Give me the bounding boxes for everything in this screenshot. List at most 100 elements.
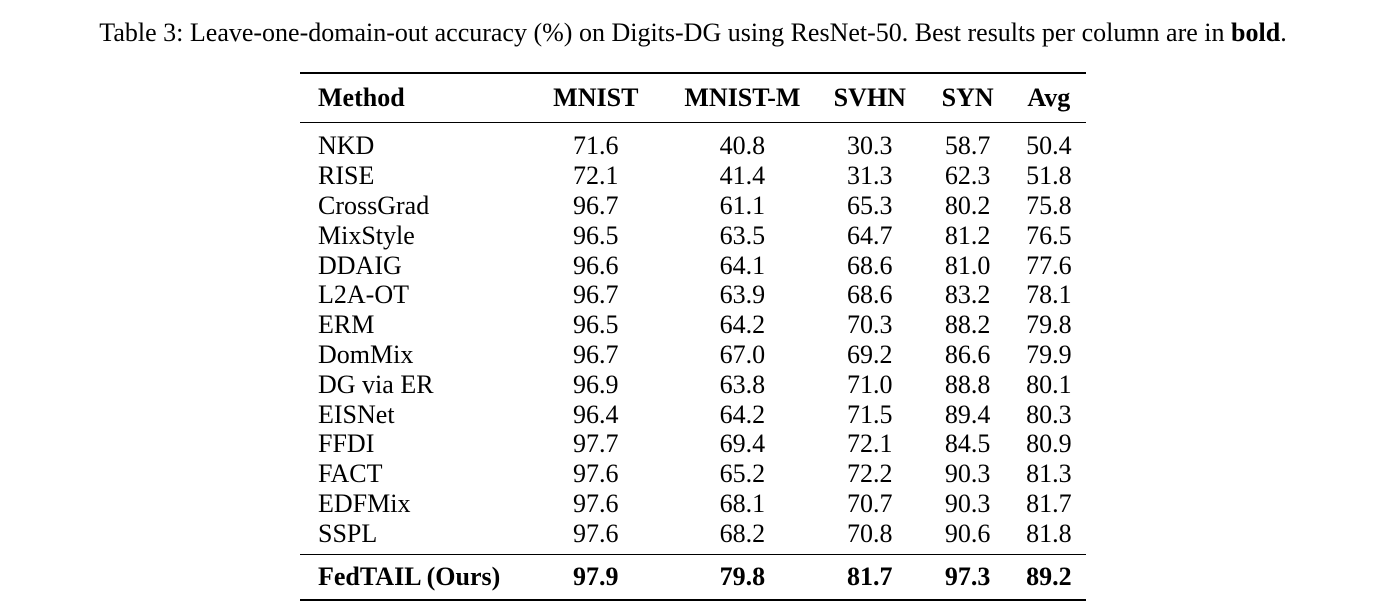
table-caption: Table 3: Leave-one-domain-out accuracy (… bbox=[0, 16, 1386, 50]
avg-cell: 78.1 bbox=[1026, 280, 1072, 310]
table-row: EDFMix 97.6 68.1 70.7 90.3 81.7 bbox=[300, 489, 1086, 519]
table-row: ERM 96.5 64.2 70.3 88.2 79.8 bbox=[300, 310, 1086, 340]
mnist-cell: 72.1 bbox=[573, 161, 619, 191]
svhn-cell: 68.6 bbox=[847, 280, 893, 310]
syn-cell: 81.2 bbox=[944, 220, 991, 250]
mnist-m-cell: 64.1 bbox=[719, 250, 766, 280]
mnist-m-cell: 63.5 bbox=[719, 220, 766, 250]
mnist-cell: 97.6 bbox=[573, 518, 619, 548]
ours-avg-cell: 89.2 bbox=[1026, 562, 1072, 592]
method-cell: DG via ER bbox=[318, 369, 434, 399]
method-cell: EISNet bbox=[318, 399, 395, 429]
syn-cell: 90.3 bbox=[944, 459, 991, 489]
syn-cell: 90.3 bbox=[944, 488, 991, 518]
caption-text: Table 3: Leave-one-domain-out accuracy (… bbox=[99, 18, 1232, 47]
avg-cell: 77.6 bbox=[1026, 250, 1072, 280]
caption-bold-word: bold bbox=[1231, 18, 1281, 47]
svhn-cell: 71.0 bbox=[847, 369, 893, 399]
avg-cell: 81.8 bbox=[1026, 518, 1072, 548]
mnist-m-cell: 69.4 bbox=[719, 429, 766, 459]
mnist-cell: 96.5 bbox=[573, 310, 619, 340]
table-row: FFDI 97.7 69.4 72.1 84.5 80.9 bbox=[300, 429, 1086, 459]
svhn-cell: 31.3 bbox=[847, 161, 893, 191]
table-row: EISNet 96.4 64.2 71.5 89.4 80.3 bbox=[300, 399, 1086, 429]
svhn-cell: 72.1 bbox=[847, 429, 893, 459]
ours-mnist-m-cell: 79.8 bbox=[719, 562, 766, 592]
syn-cell: 86.6 bbox=[944, 339, 991, 369]
avg-cell: 76.5 bbox=[1026, 220, 1072, 250]
method-cell: MixStyle bbox=[318, 220, 415, 250]
method-cell: L2A-OT bbox=[318, 280, 409, 310]
syn-cell: 84.5 bbox=[944, 429, 991, 459]
ours-row: FedTAIL (Ours) 97.9 79.8 81.7 97.3 89.2 bbox=[300, 554, 1086, 601]
mnist-cell: 97.7 bbox=[573, 429, 619, 459]
svhn-cell: 65.3 bbox=[847, 190, 893, 220]
syn-cell: 83.2 bbox=[944, 280, 991, 310]
avg-cell: 80.3 bbox=[1026, 399, 1072, 429]
method-cell: DDAIG bbox=[318, 250, 402, 280]
ours-method-cell: FedTAIL (Ours) bbox=[318, 562, 501, 592]
svhn-cell: 70.8 bbox=[847, 518, 893, 548]
svhn-cell: 64.7 bbox=[847, 220, 893, 250]
avg-cell: 75.8 bbox=[1026, 190, 1072, 220]
header-row: Method MNIST MNIST-M SVHN SYN Avg bbox=[300, 73, 1086, 123]
ours-mnist-cell: 97.9 bbox=[573, 562, 619, 592]
table-row: FACT 97.6 65.2 72.2 90.3 81.3 bbox=[300, 459, 1086, 489]
syn-cell: 89.4 bbox=[944, 399, 991, 429]
method-cell: RISE bbox=[318, 161, 375, 191]
avg-cell: 80.9 bbox=[1026, 429, 1072, 459]
syn-cell: 88.8 bbox=[944, 369, 991, 399]
svhn-cell: 71.5 bbox=[847, 399, 893, 429]
table-row: SSPL 97.6 68.2 70.8 90.6 81.8 bbox=[300, 518, 1086, 554]
mnist-cell: 96.5 bbox=[573, 220, 619, 250]
header-method: Method bbox=[318, 83, 405, 112]
method-cell: EDFMix bbox=[318, 488, 411, 518]
table-row: DDAIG 96.6 64.1 68.6 81.0 77.6 bbox=[300, 250, 1086, 280]
svhn-cell: 72.2 bbox=[847, 459, 893, 489]
header-mnist-m: MNIST-M bbox=[684, 83, 801, 112]
avg-cell: 79.9 bbox=[1026, 339, 1072, 369]
mnist-cell: 96.7 bbox=[573, 339, 619, 369]
syn-cell: 80.2 bbox=[944, 190, 991, 220]
mnist-m-cell: 63.9 bbox=[719, 280, 766, 310]
results-table: Method MNIST MNIST-M SVHN SYN Avg NKD 71… bbox=[300, 72, 1086, 601]
method-cell: FFDI bbox=[318, 429, 375, 459]
svhn-cell: 69.2 bbox=[847, 339, 893, 369]
mnist-m-cell: 41.4 bbox=[719, 161, 766, 191]
mnist-cell: 96.4 bbox=[573, 399, 619, 429]
results-table-container: Method MNIST MNIST-M SVHN SYN Avg NKD 71… bbox=[300, 72, 1086, 601]
header-avg: Avg bbox=[1027, 83, 1071, 112]
svhn-cell: 70.7 bbox=[847, 488, 893, 518]
mnist-m-cell: 61.1 bbox=[719, 190, 766, 220]
method-cell: SSPL bbox=[318, 518, 378, 548]
mnist-m-cell: 67.0 bbox=[719, 339, 766, 369]
method-cell: NKD bbox=[318, 131, 375, 161]
mnist-cell: 97.6 bbox=[573, 459, 619, 489]
mnist-cell: 96.7 bbox=[573, 280, 619, 310]
method-cell: CrossGrad bbox=[318, 190, 430, 220]
mnist-m-cell: 65.2 bbox=[719, 459, 766, 489]
mnist-m-cell: 64.2 bbox=[719, 310, 766, 340]
syn-cell: 81.0 bbox=[944, 250, 991, 280]
avg-cell: 81.3 bbox=[1026, 459, 1072, 489]
mnist-cell: 96.9 bbox=[573, 369, 619, 399]
avg-cell: 79.8 bbox=[1026, 310, 1072, 340]
syn-cell: 58.7 bbox=[944, 131, 991, 161]
header-syn: SYN bbox=[941, 83, 994, 112]
method-cell: FACT bbox=[318, 459, 383, 489]
header-mnist: MNIST bbox=[553, 83, 639, 112]
syn-cell: 90.6 bbox=[944, 518, 991, 548]
method-cell: DomMix bbox=[318, 339, 414, 369]
table-row: DomMix 96.7 67.0 69.2 86.6 79.9 bbox=[300, 340, 1086, 370]
mnist-m-cell: 64.2 bbox=[719, 399, 766, 429]
mnist-m-cell: 68.1 bbox=[719, 488, 766, 518]
svhn-cell: 30.3 bbox=[847, 131, 893, 161]
method-cell: ERM bbox=[318, 310, 375, 340]
mnist-cell: 97.6 bbox=[573, 488, 619, 518]
table-row: L2A-OT 96.7 63.9 68.6 83.2 78.1 bbox=[300, 280, 1086, 310]
avg-cell: 81.7 bbox=[1026, 488, 1072, 518]
mnist-m-cell: 63.8 bbox=[719, 369, 766, 399]
table-row: CrossGrad 96.7 61.1 65.3 80.2 75.8 bbox=[300, 191, 1086, 221]
table-row: NKD 71.6 40.8 30.3 58.7 50.4 bbox=[300, 122, 1086, 161]
mnist-cell: 96.7 bbox=[573, 190, 619, 220]
